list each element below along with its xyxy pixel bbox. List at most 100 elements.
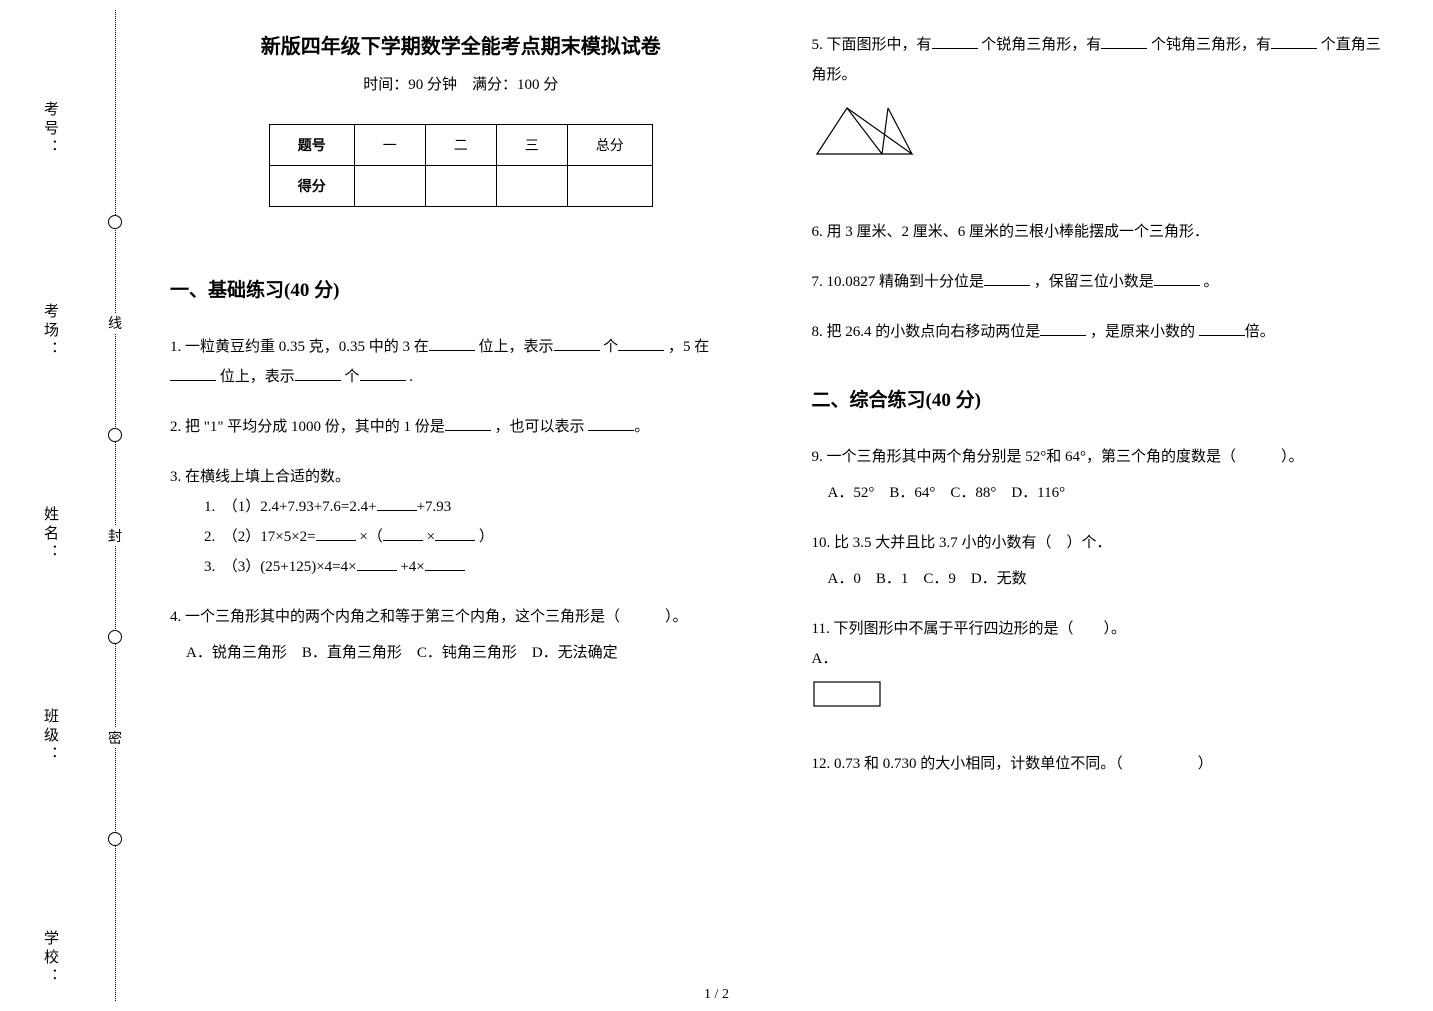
q3-line2: 2. （2）17×5×2= ×（ × ） bbox=[204, 522, 752, 552]
q3-line3: 3. （3）(25+125)×4=4× +4× bbox=[204, 552, 752, 582]
q4-options: A．锐角三角形 B．直角三角形 C．钝角三角形 D．无法确定 bbox=[186, 638, 752, 668]
q10-options: A．0 B．1 C．9 D．无数 bbox=[828, 564, 1394, 594]
q-text: 11. 下列图形中不属于平行四边形的是（ ）。 bbox=[812, 614, 1394, 644]
q-text: 位上，表示 bbox=[479, 339, 554, 355]
blank bbox=[1271, 34, 1317, 49]
section-2-heading: 二、综合练习(40 分) bbox=[812, 385, 1394, 412]
question-11: 11. 下列图形中不属于平行四边形的是（ ）。 A． bbox=[812, 614, 1394, 729]
q-text: 倍。 bbox=[1245, 324, 1275, 340]
question-6: 6. 用 3 厘米、2 厘米、6 厘米的三根小棒能摆成一个三角形． bbox=[812, 217, 1394, 247]
score-cell: 三 bbox=[496, 125, 567, 166]
blank bbox=[170, 366, 216, 381]
q3-line1: 1. （1）2.4+7.93+7.6=2.4+ +7.93 bbox=[204, 492, 752, 522]
blank bbox=[316, 526, 356, 541]
rectangle-figure-icon bbox=[812, 680, 882, 708]
exam-title: 新版四年级下学期数学全能考点期末模拟试卷 bbox=[170, 30, 752, 59]
question-2: 2. 把 "1" 平均分成 1000 份，其中的 1 份是 ，也可以表示 。 bbox=[170, 412, 752, 442]
binding-margin: 考号：考场：姓名：班级：学校：线封密 bbox=[0, 0, 130, 1011]
binding-seal-char: 密 bbox=[108, 728, 122, 748]
question-1: 1. 一粒黄豆约重 0.35 克，0.35 中的 3 在 位上，表示 个 ，5 … bbox=[170, 332, 752, 392]
q-text: 。 bbox=[634, 419, 649, 435]
blank bbox=[295, 366, 341, 381]
blank bbox=[445, 416, 491, 431]
binding-ring bbox=[108, 832, 122, 846]
q-text: 。 bbox=[1204, 274, 1219, 290]
table-row: 得分 bbox=[269, 166, 652, 207]
question-8: 8. 把 26.4 的小数点向右移动两位是 ，是原来小数的 倍。 bbox=[812, 317, 1394, 347]
blank bbox=[1154, 271, 1200, 286]
blank bbox=[932, 34, 978, 49]
blank bbox=[554, 336, 600, 351]
q-text: ，保留三位小数是 bbox=[1034, 274, 1154, 290]
q-text: × bbox=[427, 529, 435, 545]
binding-label: 学校： bbox=[40, 930, 61, 987]
binding-ring bbox=[108, 215, 122, 229]
q-text: ，也可以表示 bbox=[495, 419, 585, 435]
binding-label: 姓名： bbox=[40, 506, 61, 563]
score-cell: 题号 bbox=[269, 125, 354, 166]
binding-label: 班级： bbox=[40, 708, 61, 765]
binding-label: 考场： bbox=[40, 303, 61, 360]
blank bbox=[360, 366, 406, 381]
binding-seal-char: 线 bbox=[108, 313, 122, 333]
question-7: 7. 10.0827 精确到十分位是 ，保留三位小数是 。 bbox=[812, 267, 1394, 297]
q11-option-a: A． bbox=[812, 644, 1394, 719]
score-cell: 得分 bbox=[269, 166, 354, 207]
blank bbox=[618, 336, 664, 351]
blank bbox=[377, 496, 417, 511]
q-text: 7. 10.0827 精确到十分位是 bbox=[812, 274, 985, 290]
score-cell: 一 bbox=[354, 125, 425, 166]
right-column: 5. 下面图形中，有 个锐角三角形，有 个钝角三角形，有 个直角三角形。 6. … bbox=[812, 30, 1394, 981]
question-10: 10. 比 3.5 大并且比 3.7 小的小数有（ ）个． A．0 B．1 C．… bbox=[812, 528, 1394, 594]
question-4: 4. 一个三角形其中的两个内角之和等于第三个内角，这个三角形是（ ）。 A．锐角… bbox=[170, 602, 752, 668]
q-text: 个 bbox=[345, 369, 360, 385]
q-text: 3. （3）(25+125)×4=4× bbox=[204, 559, 357, 575]
binding-dotted-line bbox=[115, 10, 116, 1001]
q-text: 2. （2）17×5×2= bbox=[204, 529, 316, 545]
blank bbox=[429, 336, 475, 351]
q-text: 1. 一粒黄豆约重 0.35 克，0.35 中的 3 在 bbox=[170, 339, 429, 355]
score-cell: 总分 bbox=[567, 125, 652, 166]
blank bbox=[1040, 321, 1086, 336]
blank bbox=[1101, 34, 1147, 49]
left-column: 新版四年级下学期数学全能考点期末模拟试卷 时间：90 分钟 满分：100 分 题… bbox=[170, 30, 752, 981]
q-text: ） bbox=[479, 529, 494, 545]
table-row: 题号 一 二 三 总分 bbox=[269, 125, 652, 166]
blank bbox=[383, 526, 423, 541]
q-text: +4× bbox=[400, 559, 424, 575]
q-text: 2. 把 "1" 平均分成 1000 份，其中的 1 份是 bbox=[170, 419, 445, 435]
binding-ring bbox=[108, 428, 122, 442]
binding-seal-char: 封 bbox=[108, 526, 122, 546]
q-text: ×（ bbox=[359, 529, 382, 545]
q-text: 1. （1）2.4+7.93+7.6=2.4+ bbox=[204, 499, 377, 515]
q-text: ，5 在 bbox=[668, 339, 709, 355]
blank bbox=[357, 556, 397, 571]
binding-ring bbox=[108, 630, 122, 644]
q-text: 5. 下面图形中，有 bbox=[812, 37, 932, 53]
question-3: 3. 在横线上填上合适的数。 1. （1）2.4+7.93+7.6=2.4+ +7… bbox=[170, 462, 752, 582]
q-text: A． bbox=[812, 651, 838, 667]
score-cell bbox=[425, 166, 496, 207]
score-table: 题号 一 二 三 总分 得分 bbox=[269, 124, 653, 207]
blank bbox=[984, 271, 1030, 286]
score-cell: 二 bbox=[425, 125, 496, 166]
question-9: 9. 一个三角形其中两个角分别是 52°和 64°，第三个角的度数是（ ）。 A… bbox=[812, 442, 1394, 508]
q-text: +7.93 bbox=[417, 499, 452, 515]
q-text: 个锐角三角形，有 bbox=[981, 37, 1101, 53]
section-1-heading: 一、基础练习(40 分) bbox=[170, 275, 752, 302]
blank bbox=[1199, 321, 1245, 336]
q-text: 9. 一个三角形其中两个角分别是 52°和 64°，第三个角的度数是（ ）。 bbox=[812, 442, 1394, 472]
page-content: 新版四年级下学期数学全能考点期末模拟试卷 时间：90 分钟 满分：100 分 题… bbox=[170, 30, 1393, 981]
blank bbox=[435, 526, 475, 541]
q3-sub: 1. （1）2.4+7.93+7.6=2.4+ +7.93 2. （2）17×5×… bbox=[204, 492, 752, 582]
question-12: 12. 0.73 和 0.730 的大小相同，计数单位不同。（ ） bbox=[812, 749, 1394, 779]
q-text: ，是原来小数的 bbox=[1090, 324, 1195, 340]
q-text: 8. 把 26.4 的小数点向右移动两位是 bbox=[812, 324, 1041, 340]
blank bbox=[588, 416, 634, 431]
q-text: 10. 比 3.5 大并且比 3.7 小的小数有（ ）个． bbox=[812, 528, 1394, 558]
q-text: 4. 一个三角形其中的两个内角之和等于第三个内角，这个三角形是（ ）。 bbox=[170, 602, 752, 632]
score-cell bbox=[354, 166, 425, 207]
page-number: 1 / 2 bbox=[704, 987, 729, 1003]
q-text: 3. 在横线上填上合适的数。 bbox=[170, 462, 752, 492]
exam-subtitle: 时间：90 分钟 满分：100 分 bbox=[170, 73, 752, 94]
